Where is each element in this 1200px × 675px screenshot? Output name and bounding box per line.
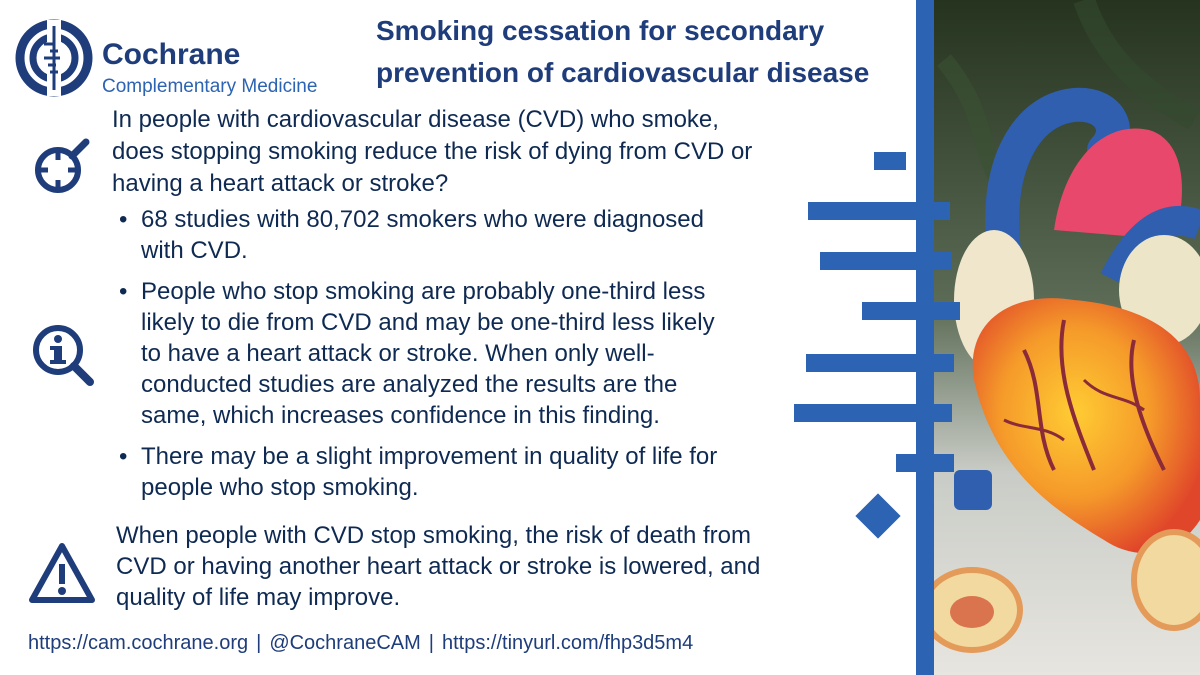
findings-list: 68 studies with 80,702 smokers who were … — [116, 204, 816, 503]
conclusion-line: When people with CVD stop smoking, the r… — [116, 522, 751, 549]
footer-separator: | — [428, 632, 434, 654]
title-line: Smoking cessation for secondary — [376, 15, 825, 46]
cochrane-logo-icon — [15, 19, 93, 97]
target-search-icon — [35, 138, 90, 193]
finding-line: conducted studies are analyzed the resul… — [141, 371, 678, 398]
conclusion-line: quality of life may improve. — [116, 584, 401, 611]
warning-triangle-icon — [29, 543, 95, 603]
finding-item: People who stop smoking are probably one… — [116, 276, 816, 431]
tinyurl-link[interactable]: https://tinyurl.com/fhp3d5m4 — [441, 632, 694, 654]
finding-line: with CVD. — [141, 237, 248, 264]
conclusion-line: CVD or having another heart attack or st… — [116, 553, 761, 580]
heart-model-image — [934, 0, 1200, 675]
finding-line: likely to die from CVD and may be one-th… — [141, 309, 715, 336]
finding-line: People who stop smoking are probably one… — [141, 278, 706, 305]
finding-line: people who stop smoking. — [141, 474, 419, 501]
info-magnifier-icon — [33, 325, 94, 386]
title-line: prevention of cardiovascular disease — [376, 57, 870, 88]
conclusion-text: When people with CVD stop smoking, the r… — [116, 520, 816, 613]
footer-links: https://cam.cochrane.org | @CochraneCAM | ht… — [28, 632, 693, 655]
finding-item: There may be a slight improvement in qua… — [116, 441, 816, 503]
question-line: having a heart attack or stroke? — [112, 170, 449, 197]
finding-line: 68 studies with 80,702 smokers who were … — [141, 206, 704, 233]
finding-item: 68 studies with 80,702 smokers who were … — [116, 204, 816, 266]
decorative-bars — [794, 0, 960, 675]
footer-separator: | — [256, 632, 262, 654]
finding-line: to have a heart attack or stroke. When o… — [141, 340, 655, 367]
twitter-handle-link[interactable]: @CochraneCAM — [269, 632, 421, 654]
finding-line: There may be a slight improvement in qua… — [141, 443, 718, 470]
question-line: In people with cardiovascular disease (C… — [112, 106, 719, 133]
review-question: In people with cardiovascular disease (C… — [112, 104, 812, 200]
question-line: does stopping smoking reduce the risk of… — [112, 138, 753, 165]
page-title: Smoking cessation for secondary preventi… — [376, 10, 896, 94]
website-link[interactable]: https://cam.cochrane.org — [28, 632, 249, 654]
finding-line: same, which increases confidence in this… — [141, 402, 660, 429]
brand-name: Cochrane — [102, 38, 241, 71]
cochrane-logo: Cochrane Complementary Medicine — [14, 18, 354, 98]
brand-subtitle: Complementary Medicine — [102, 76, 318, 97]
